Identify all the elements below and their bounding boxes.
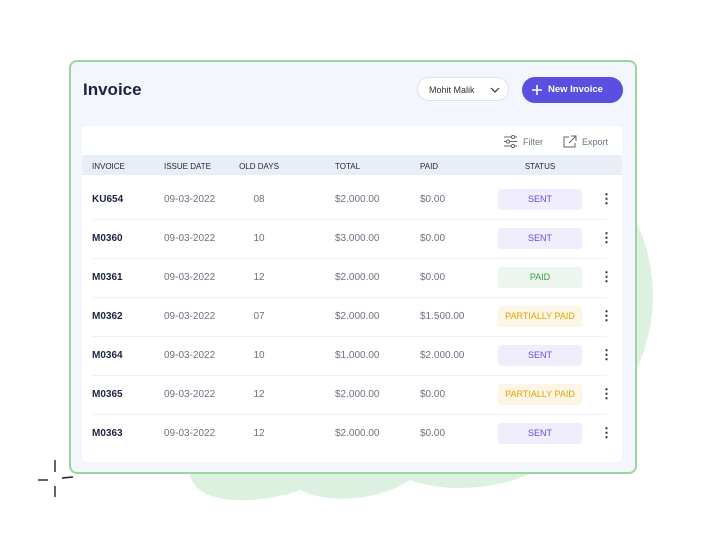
plus-icon [532, 85, 542, 95]
table-header: INVOICE ISSUE DATE OLD DAYS TOTAL PAID STATUS [82, 155, 622, 175]
cell-paid: $1.500.00 [420, 311, 465, 322]
cell-issue-date: 09-03-2022 [164, 272, 216, 283]
cell-issue-date: 09-03-2022 [164, 194, 216, 205]
cell-old-days: 10 [253, 233, 265, 244]
cell-invoice: M0360 [92, 233, 123, 244]
cell-invoice: M0364 [92, 350, 123, 361]
table-panel: Filter Export INVOICE ISSUE DATE OLD DAYS T… [82, 126, 622, 462]
status-badge: SENT [498, 345, 582, 366]
cell-total: $2.000.00 [335, 194, 380, 205]
cell-issue-date: 09-03-2022 [164, 389, 216, 400]
filter-button[interactable]: Filter [504, 135, 543, 148]
export-icon [563, 135, 577, 148]
row-menu[interactable]: ⋮ [600, 386, 613, 401]
cell-old-days: 12 [253, 272, 265, 283]
row-divider [92, 414, 607, 415]
status-badge: SENT [498, 423, 582, 444]
cell-total: $2.000.00 [335, 428, 380, 439]
export-button[interactable]: Export [563, 135, 609, 148]
cell-old-days: 10 [253, 350, 265, 361]
column-header: PAID [420, 162, 439, 171]
row-menu[interactable]: ⋮ [600, 269, 613, 284]
cell-total: $2.000.00 [335, 311, 380, 322]
invoice-card: Invoice Mohit Malik New Invoice Filter E… [69, 60, 637, 474]
user-dropdown[interactable]: Mohit Malik [417, 77, 509, 101]
column-header: OLD DAYS [239, 162, 279, 171]
cell-invoice: M0365 [92, 389, 123, 400]
filter-label: Filter [523, 137, 543, 147]
new-invoice-button[interactable]: New Invoice [522, 77, 623, 103]
cell-invoice: M0361 [92, 272, 123, 283]
row-menu[interactable]: ⋮ [600, 308, 613, 323]
cell-paid: $0.00 [420, 194, 446, 205]
status-badge: SENT [498, 228, 582, 249]
cell-old-days: 12 [253, 389, 265, 400]
cell-total: $2.000.00 [335, 272, 380, 283]
cell-paid: $0.00 [420, 389, 446, 400]
row-divider [92, 258, 607, 259]
row-menu[interactable]: ⋮ [600, 425, 613, 440]
export-label: Export [582, 137, 609, 147]
row-divider [92, 336, 607, 337]
sparkle [38, 460, 74, 497]
column-header: ISSUE DATE [164, 162, 211, 171]
column-header: TOTAL [335, 162, 361, 171]
cell-old-days: 07 [253, 311, 265, 322]
row-menu[interactable]: ⋮ [600, 347, 613, 362]
cell-old-days: 08 [253, 194, 265, 205]
new-invoice-label: New Invoice [548, 84, 603, 95]
status-badge: PAID [498, 267, 582, 288]
filter-icon [504, 135, 517, 148]
row-menu[interactable]: ⋮ [600, 191, 613, 206]
cell-paid: $2.000.00 [420, 350, 465, 361]
cell-paid: $0.00 [420, 233, 446, 244]
cell-issue-date: 09-03-2022 [164, 350, 216, 361]
row-divider [92, 219, 607, 220]
column-header: INVOICE [92, 162, 125, 171]
chevron [490, 87, 500, 93]
cell-old-days: 12 [253, 428, 265, 439]
row-menu[interactable]: ⋮ [600, 230, 613, 245]
cell-invoice: M0362 [92, 311, 123, 322]
cell-paid: $0.00 [420, 272, 446, 283]
cell-invoice: M0363 [92, 428, 123, 439]
cell-paid: $0.00 [420, 428, 446, 439]
cell-issue-date: 09-03-2022 [164, 428, 216, 439]
cell-issue-date: 09-03-2022 [164, 311, 216, 322]
row-divider [92, 375, 607, 376]
status-badge: SENT [498, 189, 582, 210]
user-name: Mohit Malik [429, 85, 475, 95]
cell-issue-date: 09-03-2022 [164, 233, 216, 244]
status-badge: PARTIALLY PAID [498, 384, 582, 405]
cell-total: $2.000.00 [335, 389, 380, 400]
cell-total: $1.000.00 [335, 350, 380, 361]
column-header: STATUS [524, 162, 556, 171]
cell-invoice: KU654 [92, 194, 124, 205]
cell-total: $3.000.00 [335, 233, 380, 244]
title: Invoice [83, 80, 142, 99]
row-divider [92, 297, 607, 298]
status-badge: PARTIALLY PAID [498, 306, 582, 327]
